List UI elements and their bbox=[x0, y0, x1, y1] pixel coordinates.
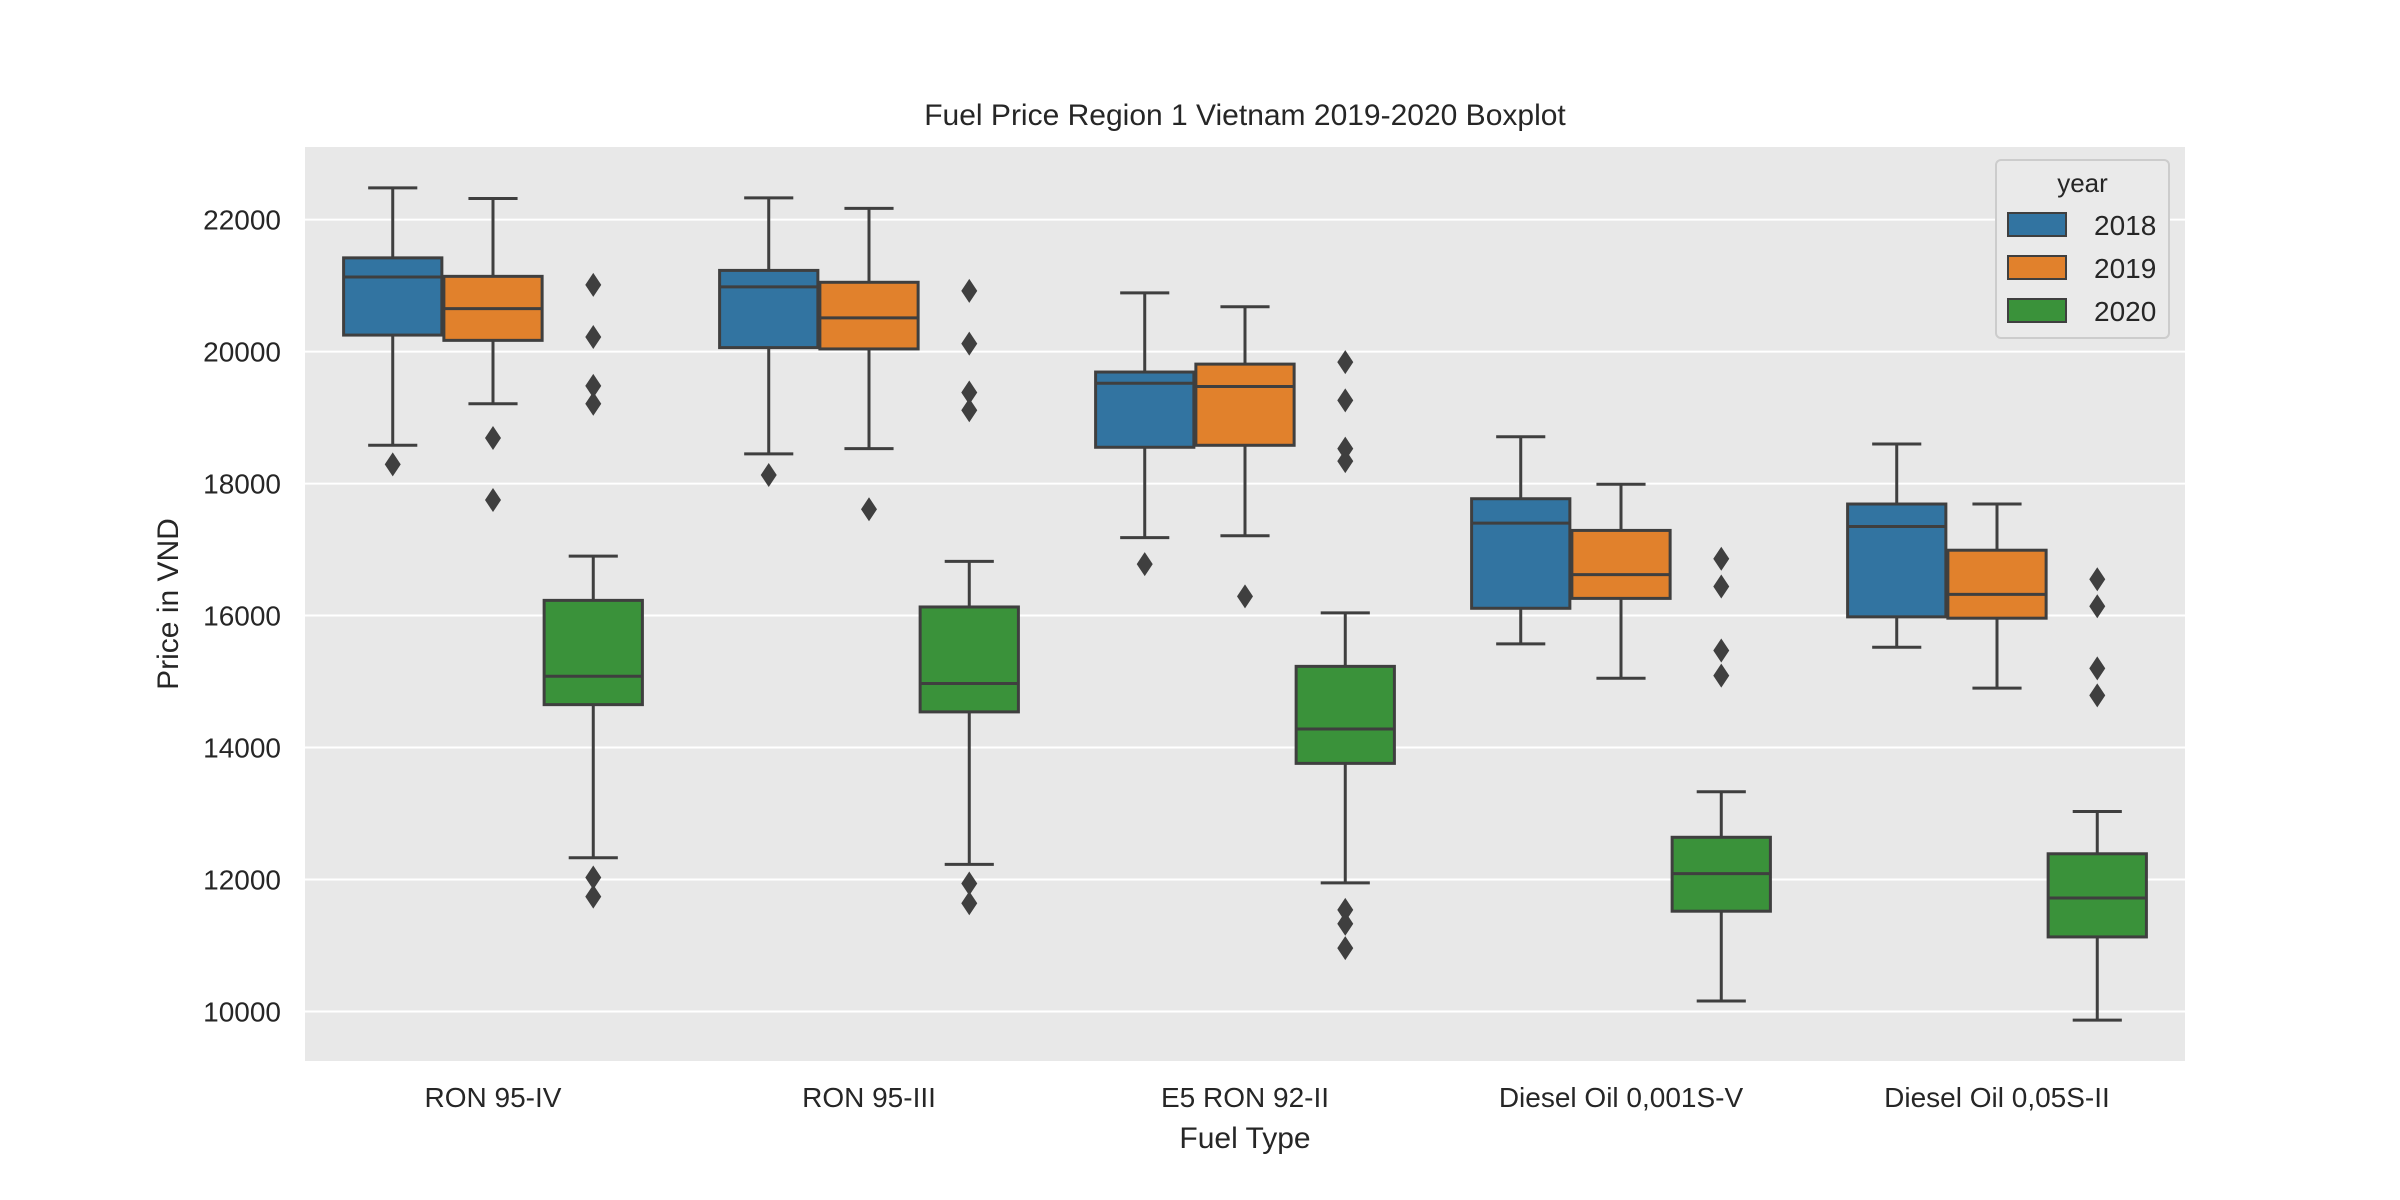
outlier-point bbox=[585, 325, 602, 350]
outlier-point bbox=[1337, 897, 1354, 922]
box-2020-1 bbox=[918, 278, 1020, 916]
legend-swatch-2020 bbox=[2007, 298, 2067, 323]
box-series bbox=[342, 186, 2148, 1022]
outlier-point bbox=[1713, 663, 1730, 688]
box-body bbox=[342, 256, 444, 337]
box-body bbox=[542, 598, 644, 707]
box-body bbox=[718, 268, 820, 350]
outlier-point bbox=[961, 331, 978, 356]
outlier-point bbox=[2089, 683, 2106, 708]
y-tick-label: 22000 bbox=[203, 205, 281, 236]
outlier-point bbox=[961, 891, 978, 916]
box-2020-3 bbox=[1670, 546, 1772, 1003]
x-tick-labels: RON 95-IV RON 95-III E5 RON 92-II Diesel Oi… bbox=[425, 1082, 2110, 1113]
y-tick-label: 18000 bbox=[203, 469, 281, 500]
box-2018-1 bbox=[718, 196, 820, 487]
box-2018-2 bbox=[1094, 291, 1196, 577]
box-2020-0 bbox=[542, 272, 644, 909]
box-body bbox=[1946, 548, 2048, 620]
y-tick-label: 14000 bbox=[203, 733, 281, 764]
outlier-point bbox=[384, 452, 401, 477]
box-2018-3 bbox=[1470, 435, 1572, 646]
outlier-point bbox=[1713, 546, 1730, 571]
y-tick-label: 16000 bbox=[203, 601, 281, 632]
box-body bbox=[1846, 502, 1948, 619]
outlier-point bbox=[1713, 638, 1730, 663]
legend: year 2018 2019 2020 bbox=[1995, 159, 2170, 339]
legend-label-2020: 2020 bbox=[2094, 296, 2156, 327]
legend-label-2019: 2019 bbox=[2094, 253, 2156, 284]
outlier-point bbox=[961, 380, 978, 405]
outlier-point bbox=[961, 278, 978, 303]
y-axis-label: Price in VND bbox=[152, 518, 185, 690]
box-body bbox=[1194, 362, 1296, 447]
legend-items: 2018 2019 2020 bbox=[2007, 210, 2156, 327]
outlier-point bbox=[1337, 449, 1354, 474]
y-tick-label: 12000 bbox=[203, 865, 281, 896]
box-2020-2 bbox=[1294, 350, 1396, 961]
legend-frame bbox=[1995, 159, 2170, 339]
box-body bbox=[1294, 664, 1396, 765]
box-2019-1 bbox=[818, 206, 920, 522]
outlier-point bbox=[485, 488, 501, 513]
x-tick-label: RON 95-III bbox=[802, 1082, 936, 1113]
outlier-point bbox=[585, 884, 602, 909]
outlier-point bbox=[1337, 436, 1354, 461]
legend-label-2018: 2018 bbox=[2094, 210, 2156, 241]
outlier-point bbox=[1337, 350, 1354, 375]
outlier-point bbox=[1237, 584, 1253, 609]
outlier-point bbox=[1337, 936, 1354, 961]
outlier-point bbox=[2089, 567, 2106, 592]
y-tick-label: 10000 bbox=[203, 997, 281, 1028]
chart-title: Fuel Price Region 1 Vietnam 2019-2020 Bo… bbox=[924, 99, 1566, 132]
box-2019-3 bbox=[1570, 482, 1672, 680]
outlier-point bbox=[1337, 911, 1354, 936]
box-body bbox=[818, 280, 920, 351]
box-2019-0 bbox=[442, 196, 544, 513]
outlier-point bbox=[1713, 574, 1730, 599]
outlier-point bbox=[961, 871, 978, 896]
legend-swatch-2018 bbox=[2007, 212, 2067, 237]
outlier-point bbox=[2089, 594, 2106, 619]
x-tick-label: E5 RON 92-II bbox=[1161, 1082, 1329, 1113]
x-tick-label: RON 95-IV bbox=[425, 1082, 562, 1113]
outlier-point bbox=[1136, 552, 1153, 577]
outlier-point bbox=[585, 391, 602, 416]
box-2020-4 bbox=[2046, 567, 2148, 1022]
legend-title: year bbox=[2057, 168, 2108, 198]
box-body bbox=[918, 605, 1020, 714]
outlier-point bbox=[585, 272, 602, 297]
y-tick-labels: 10000 12000 14000 16000 18000 20000 22000 bbox=[203, 205, 281, 1028]
box-2018-4 bbox=[1846, 442, 1948, 649]
x-tick-label: Diesel Oil 0,05S-II bbox=[1884, 1082, 2110, 1113]
outlier-point bbox=[485, 426, 501, 451]
outlier-point bbox=[1337, 388, 1354, 413]
outlier-point bbox=[2089, 656, 2106, 681]
box-body bbox=[2046, 852, 2148, 939]
outlier-point bbox=[861, 497, 877, 522]
outlier-point bbox=[585, 373, 602, 398]
outlier-point bbox=[961, 398, 978, 423]
x-axis-label: Fuel Type bbox=[1179, 1122, 1310, 1155]
box-2019-4 bbox=[1946, 502, 2048, 690]
outlier-point bbox=[760, 462, 777, 487]
box-2018-0 bbox=[342, 186, 444, 477]
box-body bbox=[1470, 497, 1572, 610]
legend-swatch-2019 bbox=[2007, 255, 2067, 280]
y-tick-label: 20000 bbox=[203, 337, 281, 368]
box-2019-2 bbox=[1194, 305, 1296, 609]
x-tick-label: Diesel Oil 0,001S-V bbox=[1499, 1082, 1744, 1113]
box-body bbox=[1570, 528, 1672, 600]
outlier-point bbox=[585, 865, 602, 890]
